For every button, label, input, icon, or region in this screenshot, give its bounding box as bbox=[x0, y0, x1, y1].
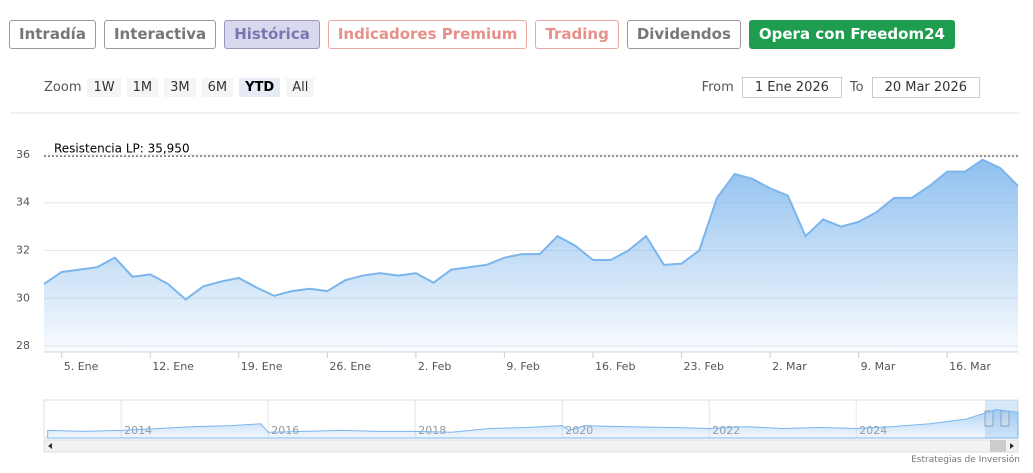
zoom-button[interactable]: 3M bbox=[164, 78, 196, 97]
credit: Estrategias de Inversión bbox=[911, 455, 1020, 465]
x-tick-label: 26. Ene bbox=[329, 360, 371, 373]
y-tick-label: 32 bbox=[16, 243, 30, 256]
from-input[interactable]: 1 Ene 2026 bbox=[741, 77, 842, 98]
zoom-button[interactable]: 1W bbox=[87, 78, 121, 97]
zoom-button[interactable]: 6M bbox=[201, 78, 234, 97]
scroll-right[interactable] bbox=[1010, 443, 1014, 449]
x-tick-label: 9. Mar bbox=[861, 360, 896, 373]
tab[interactable]: Histórica bbox=[224, 20, 320, 49]
y-tick-label: 30 bbox=[16, 291, 30, 304]
zoom-label: Zoom bbox=[44, 80, 82, 95]
to-label: To bbox=[849, 80, 864, 95]
tab-bar: Intradía Interactiva Histórica Indicador… bbox=[9, 20, 955, 49]
from-label: From bbox=[701, 80, 734, 95]
x-tick-label: 16. Mar bbox=[949, 360, 991, 373]
y-tick-label: 34 bbox=[16, 196, 30, 209]
x-tick-label: 2. Mar bbox=[772, 360, 807, 373]
area bbox=[44, 159, 1018, 352]
tab[interactable]: Interactiva bbox=[103, 20, 217, 49]
resistance-label: Resistencia LP: 35,950 bbox=[54, 142, 190, 156]
x-tick-label: 2. Feb bbox=[418, 360, 451, 373]
date-range: From 1 Ene 2026 To 20 Mar 2026 bbox=[702, 77, 980, 98]
cta-button[interactable]: Opera con Freedom24 bbox=[748, 20, 955, 49]
scrollbar[interactable] bbox=[43, 439, 1019, 453]
scroll-left[interactable] bbox=[48, 443, 52, 449]
tab[interactable]: Intradía bbox=[9, 20, 96, 49]
zoom-button[interactable]: YTD bbox=[239, 78, 281, 97]
zoom-button[interactable]: All bbox=[286, 78, 315, 97]
x-tick-label: 23. Feb bbox=[684, 360, 724, 373]
scrollbar-thumb[interactable] bbox=[990, 440, 1006, 452]
to-input[interactable]: 20 Mar 2026 bbox=[871, 77, 980, 98]
y-tick-label: 28 bbox=[16, 339, 30, 352]
x-tick-label: 16. Feb bbox=[595, 360, 635, 373]
tab[interactable]: Dividendos bbox=[626, 20, 741, 49]
zoom-bar: Zoom 1W 1M 3M 6M YTD All bbox=[44, 78, 315, 97]
tab[interactable]: Indicadores Premium bbox=[327, 20, 528, 49]
x-tick-label: 19. Ene bbox=[241, 360, 283, 373]
y-tick-label: 36 bbox=[16, 148, 30, 161]
zoom-button[interactable]: 1M bbox=[126, 78, 159, 97]
x-tick-label: 12. Ene bbox=[152, 360, 194, 373]
navigator-area bbox=[47, 408, 1019, 439]
line bbox=[43, 158, 1019, 301]
x-tick-label: 9. Feb bbox=[506, 360, 539, 373]
tab[interactable]: Trading bbox=[535, 20, 619, 49]
x-tick-label: 5. Ene bbox=[64, 360, 99, 373]
